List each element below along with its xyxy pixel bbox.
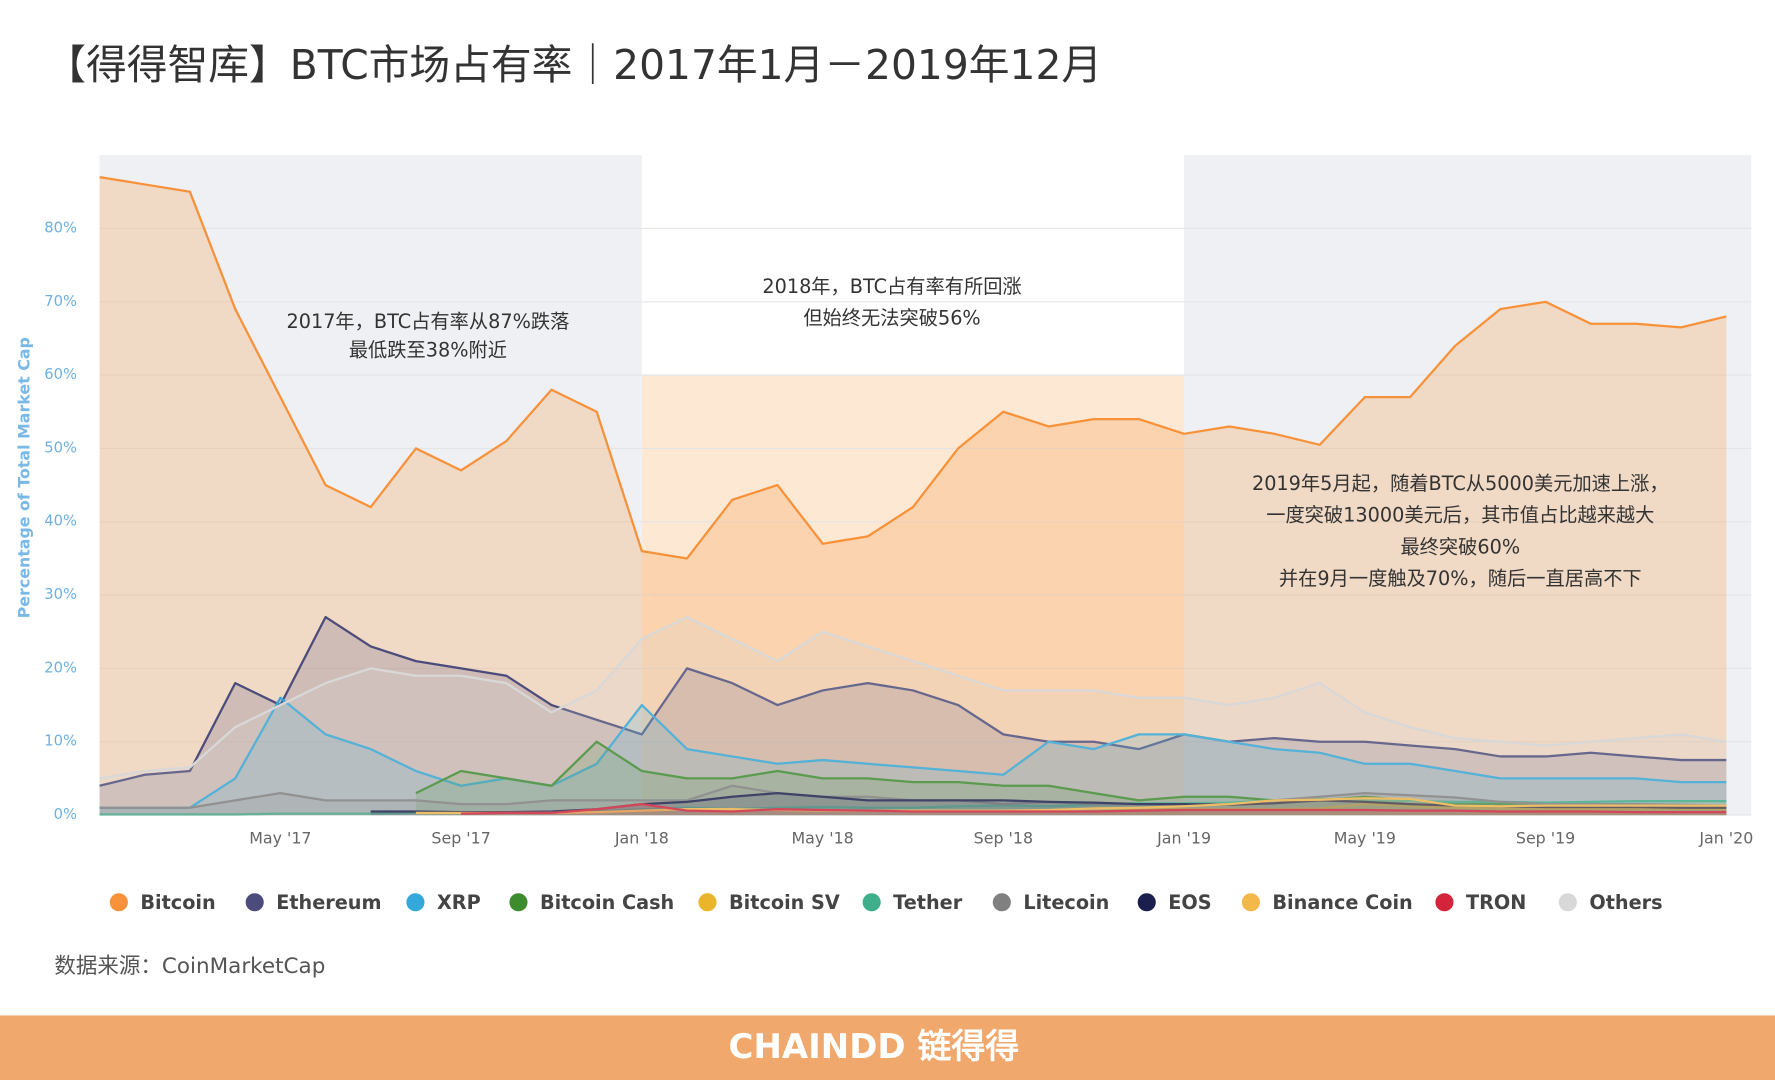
legend-label: Bitcoin [140,891,215,914]
x-tick-label: Sep '19 [1516,828,1575,847]
legend-swatch [1558,893,1577,912]
legend-label: Bitcoin SV [729,891,840,914]
y-tick-label: 20% [44,659,77,676]
series-line [99,696,1727,809]
y-tick-label: 60% [44,366,77,383]
y-tick-label: 0% [54,806,77,823]
legend-swatch [406,893,425,912]
x-tick-label: May '17 [249,828,311,847]
legend-label: Tether [893,891,963,914]
series-line [415,797,1727,815]
x-tick-label: Sep '18 [974,828,1033,847]
legend-swatch [1137,893,1156,912]
series-line [99,175,1727,560]
x-tick-label: Sep '17 [431,828,490,847]
y-tick-label: 10% [44,733,77,750]
band-2019 [1184,155,1752,816]
legend-label: Binance Coin [1272,891,1412,914]
series-line [99,615,1727,787]
legend-swatch [992,893,1011,912]
x-tick-label: May '18 [791,828,853,847]
annotation: 2018年，BTC占有率有所回涨 [762,275,1021,298]
y-tick-label: 50% [44,439,77,456]
legend-swatch [698,893,717,912]
legend-label: Bitcoin Cash [540,891,674,914]
x-tick-label: Jan '19 [1156,828,1211,847]
annotation: 2019年5月起，随着BTC从5000美元加速上涨， [1252,472,1669,495]
legend-swatch [509,893,528,912]
series-area [99,177,1727,816]
legend-swatch [245,893,264,912]
x-tick-label: Jan '20 [1698,828,1753,847]
series-area [99,697,1727,816]
series-area [461,804,1727,816]
footer-brand: CHAINDD 链得得 [729,1027,1020,1067]
legend-swatch [862,893,881,912]
chart-title: 【得得智库】BTC市场占有率｜2017年1月－2019年12月 [45,41,1102,89]
series-line [415,740,1727,807]
legend-label: TRON [1466,891,1526,914]
series-area [99,617,1727,816]
series-line [461,802,1727,815]
y-axis-label: Percentage of Total Market Cap [14,337,33,618]
annotation: 最终突破60% [1400,535,1520,558]
y-tick-label: 30% [44,586,77,603]
source-note: 数据来源：CoinMarketCap [54,954,325,979]
annotation: 并在9月一度触及70%，随后一直居高不下 [1279,567,1642,590]
legend-swatch [1435,893,1454,912]
series-line [99,615,1727,780]
footer-bar [0,1015,1775,1080]
annotation: 最低跌至38%附近 [349,338,507,361]
legend-label: XRP [437,891,481,914]
y-tick-label: 40% [44,513,77,530]
series-line [99,797,1727,816]
annotation: 但始终无法突破56% [803,307,980,330]
x-tick-label: May '19 [1334,828,1396,847]
legend-label: Others [1589,891,1662,914]
annotation: 一度突破13000美元后，其市值占比越来越大 [1266,504,1654,527]
y-tick-label: 80% [44,219,77,236]
series-area [99,617,1727,816]
legend-label: Ethereum [276,891,381,914]
legend-label: EOS [1168,891,1211,914]
x-tick-label: Jan '18 [614,828,669,847]
y-tick-label: 70% [44,293,77,310]
legend-swatch [109,893,128,912]
legend-swatch [1241,893,1260,912]
legend-label: Litecoin [1023,891,1109,914]
annotation: 2017年，BTC占有率从87%跌落 [286,310,569,333]
